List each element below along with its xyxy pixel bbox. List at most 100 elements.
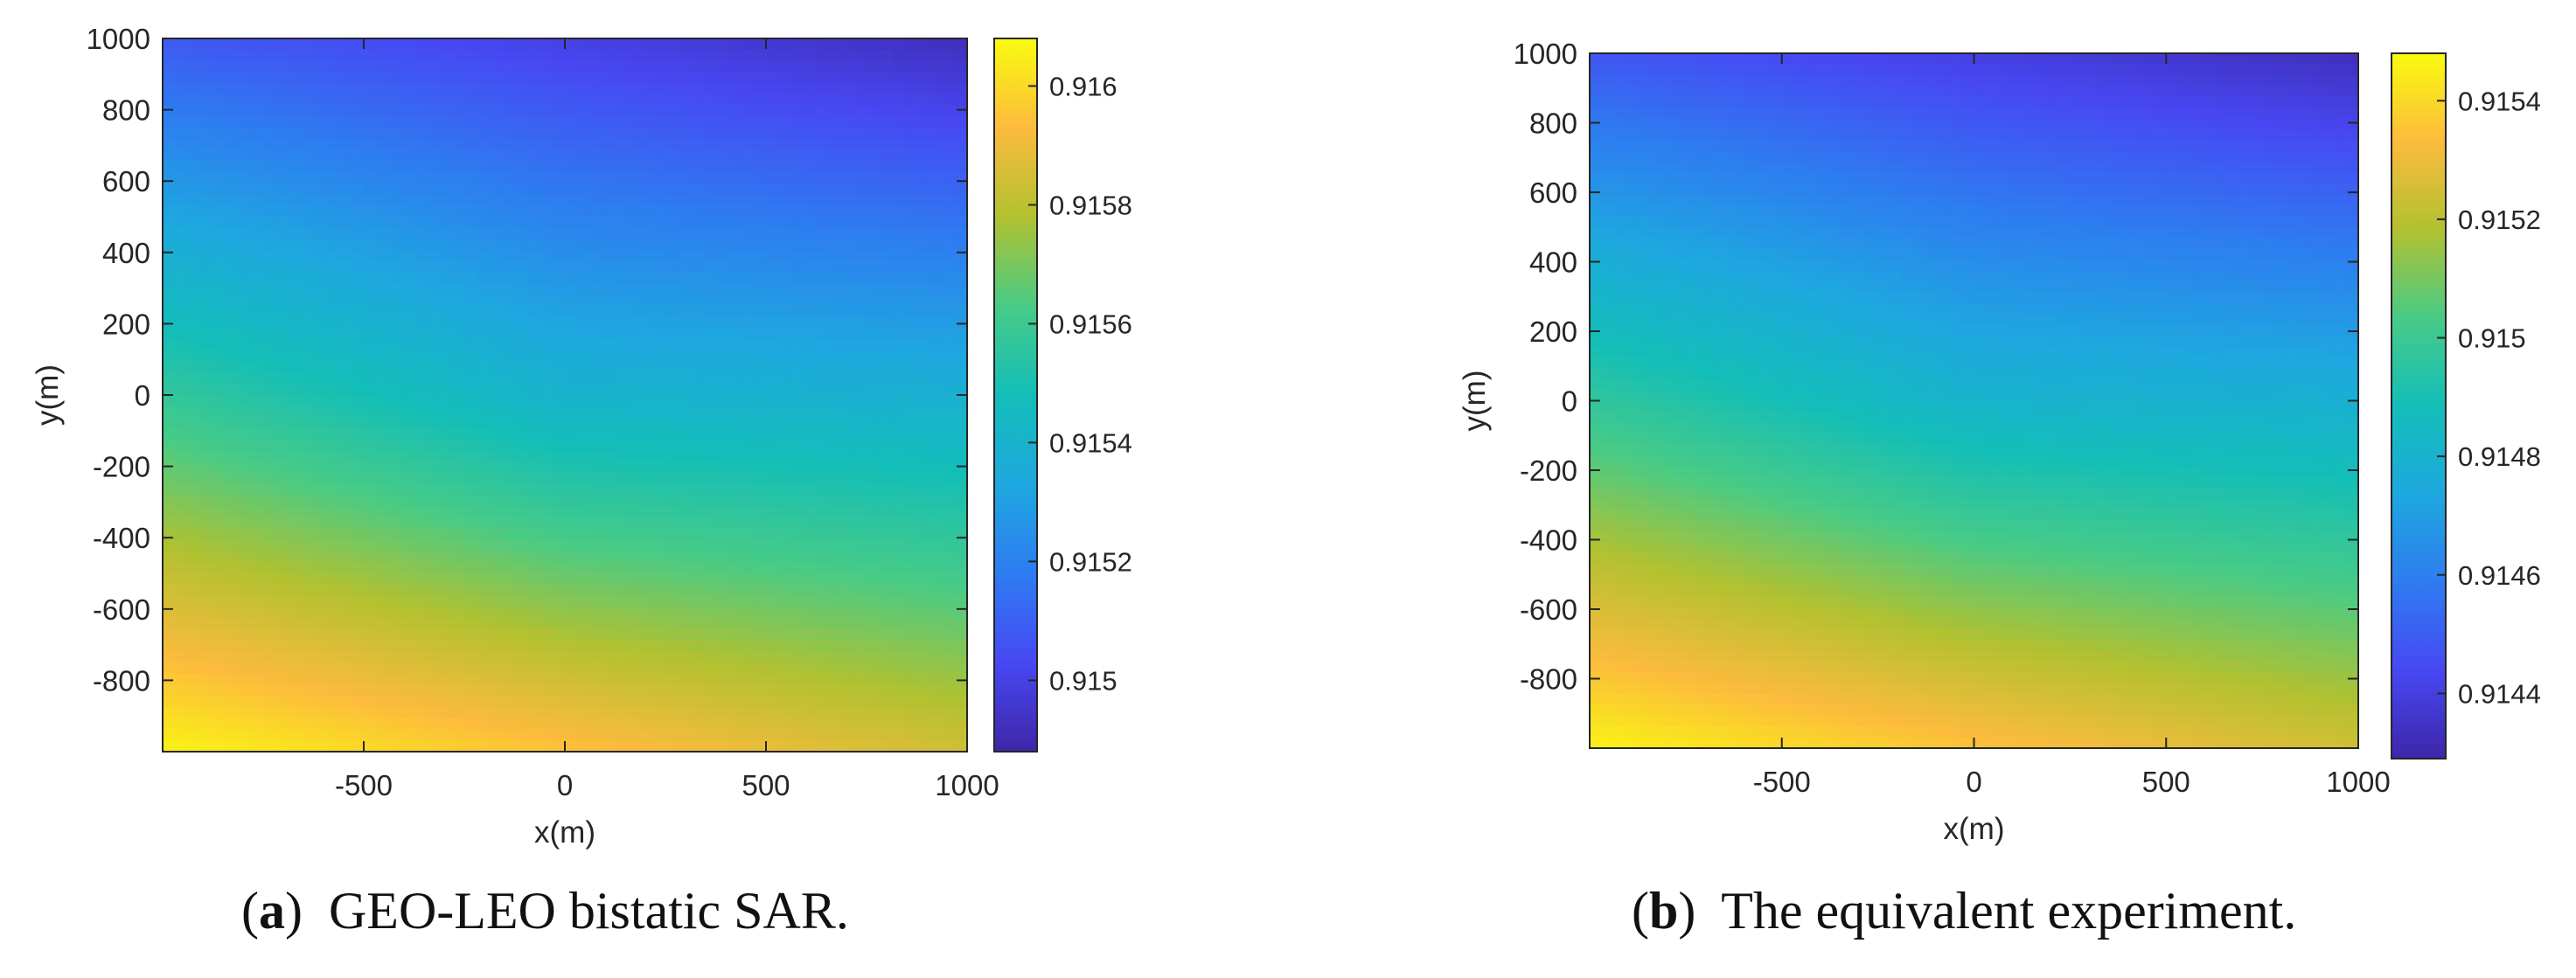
heatmap-cell [929, 328, 943, 340]
heatmap-cell [753, 395, 767, 407]
heatmap-cell [565, 138, 578, 151]
heatmap-cell [690, 740, 704, 753]
heatmap-cell [526, 239, 540, 251]
heatmap-cell [916, 395, 930, 407]
heatmap-cell [540, 138, 553, 151]
heatmap-cell [954, 83, 968, 95]
heatmap-cell [778, 584, 792, 597]
heatmap-cell [577, 529, 591, 541]
heatmap-cell [288, 395, 302, 407]
heatmap-cell [929, 306, 943, 318]
heatmap-cell [678, 517, 692, 530]
heatmap-cell [678, 261, 692, 274]
heatmap-cell [828, 183, 842, 196]
heatmap-cell [552, 506, 566, 518]
heatmap-cell [589, 740, 603, 753]
heatmap-cell [464, 361, 477, 374]
heatmap-cell [640, 316, 654, 329]
heatmap-cell [753, 517, 767, 530]
heatmap-cell [589, 205, 603, 218]
heatmap-cell [790, 116, 804, 128]
heatmap-cell [288, 417, 302, 429]
heatmap-cell [1649, 357, 1662, 369]
heatmap-cell [414, 607, 428, 619]
heatmap-cell [1637, 541, 1651, 553]
heatmap-cell [200, 316, 214, 329]
heatmap-cell [1674, 607, 1687, 619]
heatmap-cell [665, 372, 679, 385]
heatmap-cell [187, 384, 201, 396]
heatmap-cell [678, 239, 692, 251]
heatmap-cell [426, 584, 440, 597]
heatmap-cell [238, 283, 252, 295]
heatmap-cell [828, 128, 842, 140]
heatmap-cell [565, 517, 578, 530]
heatmap-cell [502, 584, 516, 597]
heatmap-cell [954, 194, 968, 206]
heatmap-cell [577, 49, 591, 62]
heatmap-cell [652, 295, 666, 307]
heatmap-cell [325, 484, 339, 496]
heatmap-cell [439, 183, 453, 196]
heatmap-cell [942, 651, 956, 663]
heatmap-cell [426, 94, 440, 107]
heatmap-cell [678, 105, 692, 117]
heatmap-cell [1674, 128, 1687, 141]
heatmap-cell [853, 306, 867, 318]
heatmap-cell [1709, 184, 1723, 196]
heatmap-cell [464, 440, 477, 452]
heatmap-cell [942, 517, 956, 530]
heatmap-cell [728, 562, 741, 574]
heatmap-cell [640, 584, 654, 597]
heatmap-cell [477, 729, 491, 741]
heatmap-cell [301, 83, 315, 95]
heatmap-cell [1637, 346, 1651, 358]
heatmap-cell [212, 261, 226, 274]
heatmap-cell [1709, 509, 1723, 521]
heatmap-cell [163, 295, 176, 307]
heatmap-cell [338, 662, 352, 675]
heatmap-cell [338, 551, 352, 563]
heatmap-cell [376, 640, 390, 652]
heatmap-cell [338, 729, 352, 741]
heatmap-cell [728, 372, 741, 385]
heatmap-cell [778, 384, 792, 396]
heatmap-cell [451, 584, 465, 597]
heatmap-cell [1674, 378, 1687, 391]
heatmap-cell [1674, 476, 1687, 489]
heatmap-cell [1601, 596, 1615, 608]
heatmap-cell [1733, 172, 1747, 184]
heatmap-cell [652, 551, 666, 563]
heatmap-cell [388, 628, 402, 642]
heatmap-cell [577, 406, 591, 419]
heatmap-cell [678, 595, 692, 607]
heatmap-cell [615, 350, 629, 363]
heatmap-cell [540, 628, 553, 642]
heatmap-cell [891, 517, 905, 530]
heatmap-cell [288, 740, 302, 753]
heatmap-cell [1626, 216, 1639, 228]
heatmap-cell [916, 149, 930, 162]
heatmap-cell [1649, 454, 1662, 467]
heatmap-cell [954, 227, 968, 240]
heatmap-cell [338, 718, 352, 731]
heatmap-cell [477, 517, 491, 530]
heatmap-cell [540, 94, 553, 107]
heatmap-cell [1601, 487, 1615, 499]
heatmap-cell [1601, 531, 1615, 543]
heatmap-cell [929, 495, 943, 508]
heatmap-cell [867, 316, 880, 329]
heatmap-cell [615, 696, 629, 708]
heatmap-cell [200, 707, 214, 719]
heatmap-cell [891, 239, 905, 251]
heatmap-cell [1733, 162, 1747, 174]
heatmap-cell [552, 172, 566, 184]
heatmap-cell [891, 384, 905, 396]
heatmap-cell [665, 495, 679, 508]
heatmap-cell [1709, 324, 1723, 336]
heatmap-cell [790, 406, 804, 419]
heatmap-cell [1590, 238, 1603, 250]
heatmap-cell [942, 417, 956, 429]
heatmap-cell [565, 450, 578, 463]
heatmap-cell [615, 450, 629, 463]
